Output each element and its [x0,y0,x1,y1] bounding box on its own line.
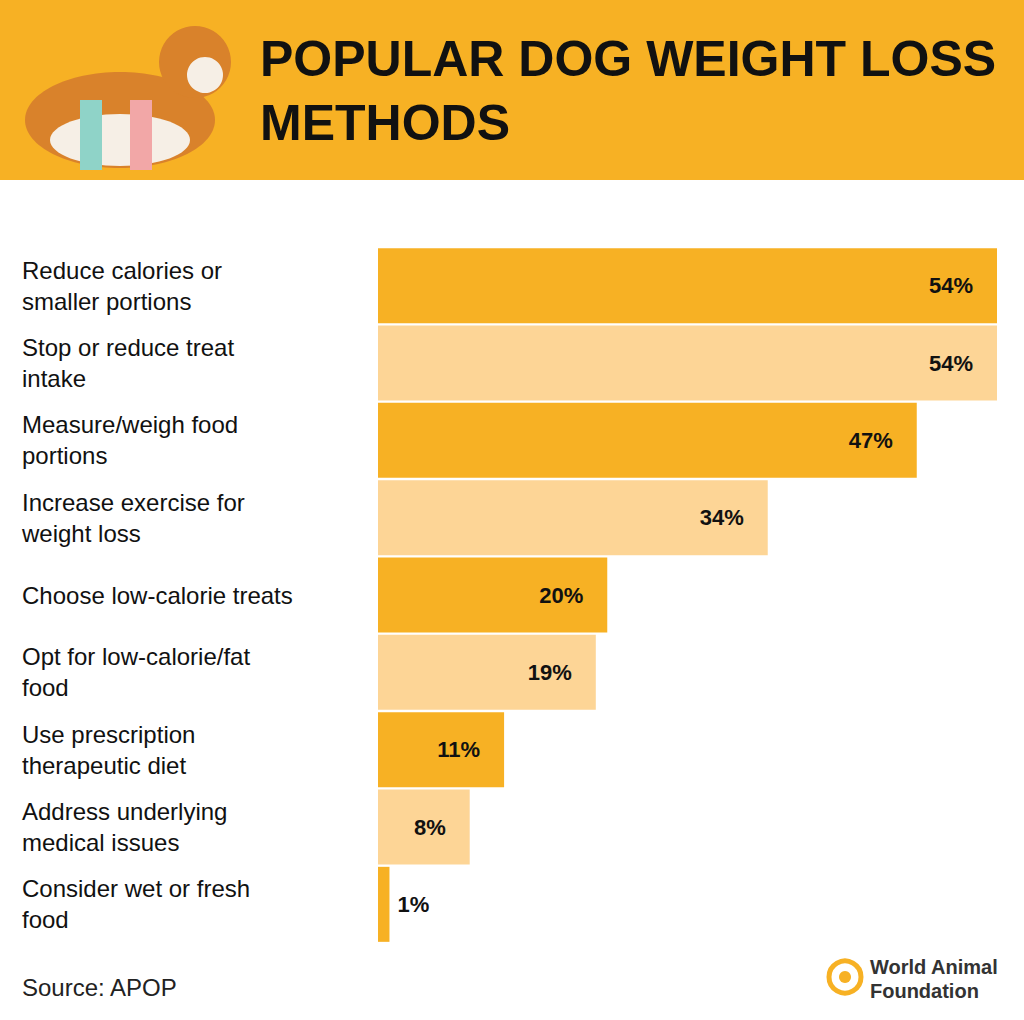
svg-text:11%: 11% [437,737,480,762]
svg-text:54%: 54% [929,273,973,298]
svg-text:Use prescription: Use prescription [22,721,202,748]
svg-text:Stop or reduce treat: Stop or reduce treat [22,334,241,361]
svg-text:weight loss: weight loss [21,520,141,547]
svg-text:Measure/weigh food: Measure/weigh food [22,411,245,438]
svg-text:Source: APOP: Source: APOP [22,974,177,1001]
svg-text:METHODS: METHODS [260,95,510,151]
svg-text:1%: 1% [397,892,429,917]
svg-text:medical issues: medical issues [22,829,179,856]
svg-text:8%: 8% [414,815,446,840]
svg-text:47%: 47% [849,428,893,453]
svg-text:therapeutic diet: therapeutic diet [22,752,186,779]
svg-text:20%: 20% [539,583,583,608]
svg-text:Reduce calories or: Reduce calories or [22,257,229,284]
svg-text:Foundation: Foundation [870,980,979,1002]
svg-text:smaller portions: smaller portions [22,288,191,315]
svg-text:Choose low-calorie treats: Choose low-calorie treats [22,582,293,609]
svg-text:34%: 34% [700,505,744,530]
svg-text:portions: portions [22,442,107,469]
svg-text:World Animal: World Animal [870,956,1003,978]
svg-text:Increase exercise for: Increase exercise for [22,489,251,516]
svg-text:POPULAR DOG WEIGHT LOSS: POPULAR DOG WEIGHT LOSS [260,31,1010,87]
svg-text:Opt for low-calorie/fat: Opt for low-calorie/fat [22,643,257,670]
svg-text:54%: 54% [929,351,973,376]
svg-text:food: food [22,674,69,701]
svg-text:Address underlying: Address underlying [22,798,234,825]
svg-text:intake: intake [22,365,86,392]
svg-text:food: food [22,906,69,933]
svg-text:19%: 19% [528,660,572,685]
svg-text:Consider wet or fresh: Consider wet or fresh [22,875,257,902]
